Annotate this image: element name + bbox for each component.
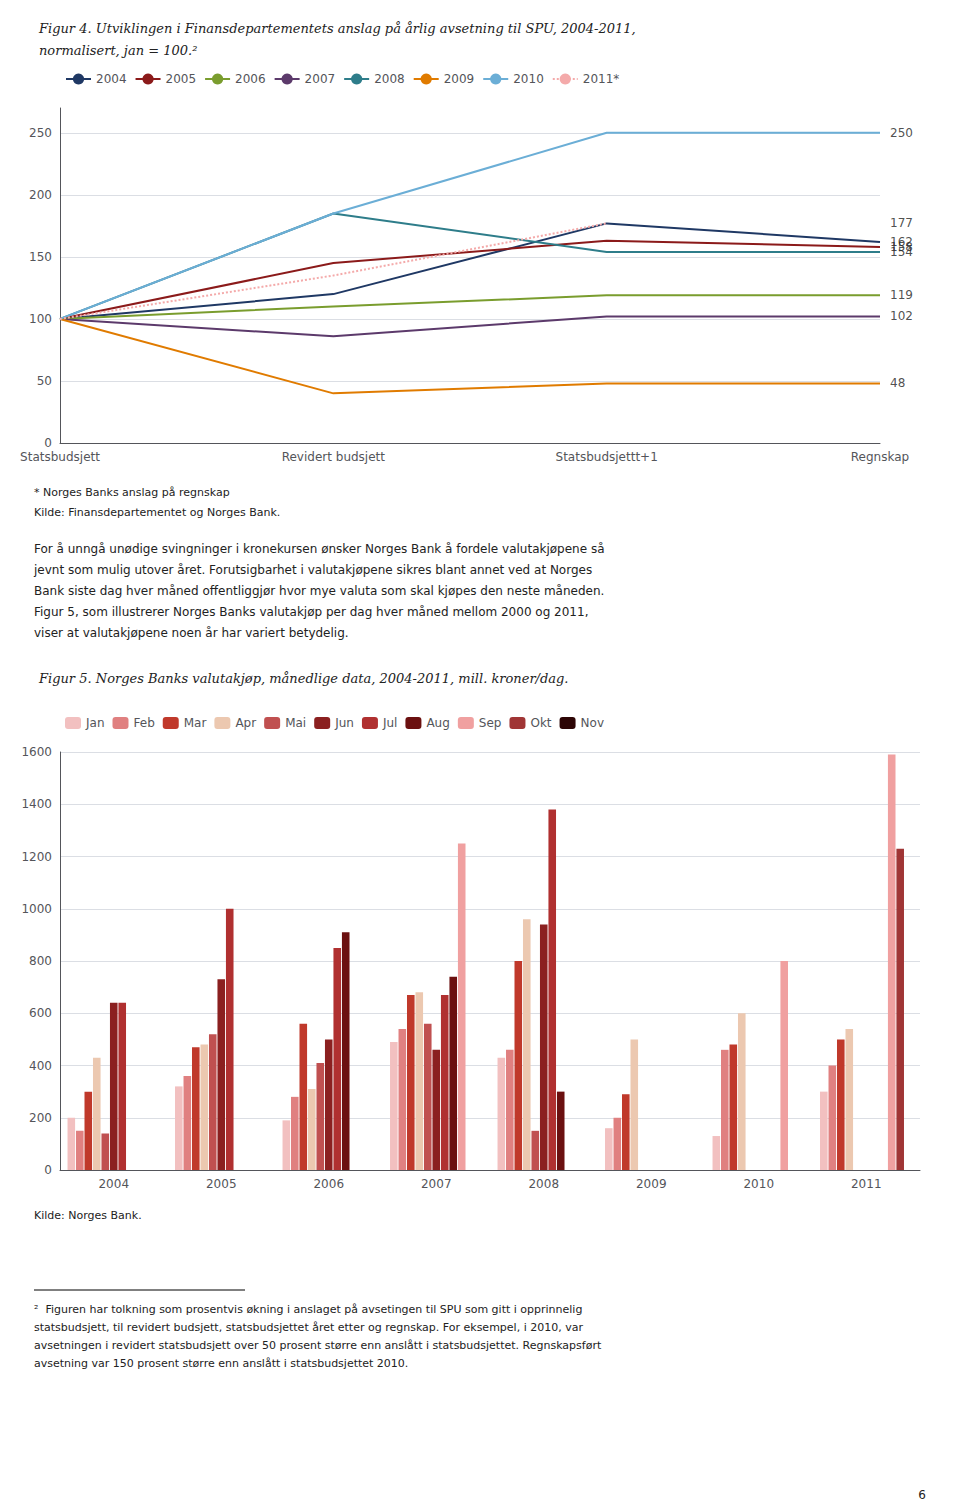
svg-text:600: 600 [29, 1006, 52, 1020]
svg-text:Figur 5, som illustrerer Norge: Figur 5, som illustrerer Norges Banks va… [34, 605, 588, 619]
svg-text:avsetningen i revidert statsbu: avsetningen i revidert statsbudsjett ove… [34, 1339, 602, 1352]
svg-text:Revidert budsjett: Revidert budsjett [282, 450, 386, 464]
svg-text:Jun: Jun [334, 716, 354, 730]
svg-text:2009: 2009 [444, 72, 475, 86]
svg-text:1000: 1000 [21, 902, 52, 916]
svg-text:Figur 5. Norges Banks valutakj: Figur 5. Norges Banks valutakjøp, månedl… [38, 671, 569, 686]
svg-text:jevnt som mulig utover året. F: jevnt som mulig utover året. Forutsigbar… [33, 563, 592, 577]
svg-text:Feb: Feb [133, 716, 154, 730]
svg-text:Okt: Okt [530, 716, 551, 730]
svg-text:2008: 2008 [528, 1177, 559, 1191]
svg-text:For å unngå unødige svingninge: For å unngå unødige svingninger i kronek… [34, 542, 605, 556]
svg-text:100: 100 [29, 312, 52, 326]
svg-text:2009: 2009 [636, 1177, 667, 1191]
svg-text:Kilde: Norges Bank.: Kilde: Norges Bank. [34, 1209, 142, 1222]
svg-text:250: 250 [29, 126, 52, 140]
svg-text:48: 48 [890, 376, 905, 390]
svg-text:viser at valutakjøpene noen år: viser at valutakjøpene noen år har varie… [34, 626, 349, 640]
svg-text:119: 119 [890, 288, 913, 302]
svg-text:177: 177 [890, 216, 913, 230]
svg-text:Nov: Nov [581, 716, 604, 730]
svg-text:150: 150 [29, 250, 52, 264]
svg-text:1600: 1600 [21, 745, 52, 759]
svg-text:2004: 2004 [98, 1177, 129, 1191]
svg-text:Statsbudsjettt+1: Statsbudsjettt+1 [556, 450, 658, 464]
svg-text:normalisert, jan = 100.²: normalisert, jan = 100.² [39, 43, 197, 58]
svg-text:2005: 2005 [206, 1177, 237, 1191]
svg-text:* Norges Banks anslag på regns: * Norges Banks anslag på regnskap [34, 486, 230, 499]
svg-text:2006: 2006 [235, 72, 266, 86]
svg-text:Aug: Aug [426, 716, 449, 730]
svg-text:Kilde: Finansdepartementet og: Kilde: Finansdepartementet og Norges Ban… [34, 506, 280, 519]
svg-text:² Figuren har tolkning som pr: ² Figuren har tolkning som prosentvis øk… [34, 1303, 582, 1316]
svg-text:2007: 2007 [421, 1177, 452, 1191]
svg-text:2008: 2008 [374, 72, 405, 86]
svg-text:6: 6 [918, 1488, 926, 1502]
svg-text:Regnskap: Regnskap [851, 450, 909, 464]
svg-text:250: 250 [890, 126, 913, 140]
svg-text:0: 0 [44, 1163, 52, 1177]
svg-text:200: 200 [29, 188, 52, 202]
svg-text:400: 400 [29, 1059, 52, 1073]
svg-text:Apr: Apr [235, 716, 256, 730]
svg-text:avsetning var 150 prosent stør: avsetning var 150 prosent større enn ans… [34, 1357, 408, 1370]
svg-text:200: 200 [29, 1111, 52, 1125]
svg-text:154: 154 [890, 245, 913, 259]
svg-text:Jul: Jul [382, 716, 397, 730]
svg-text:2006: 2006 [313, 1177, 344, 1191]
svg-text:1200: 1200 [21, 850, 52, 864]
svg-text:Mar: Mar [184, 716, 207, 730]
svg-text:Mai: Mai [285, 716, 306, 730]
svg-text:1400: 1400 [21, 797, 52, 811]
svg-text:statsbudsjett, til revidert bu: statsbudsjett, til revidert budsjett, st… [34, 1321, 583, 1334]
svg-text:102: 102 [890, 309, 913, 323]
svg-text:2011*: 2011* [583, 72, 620, 86]
svg-text:Statsbudsjett: Statsbudsjett [20, 450, 100, 464]
svg-text:0: 0 [44, 436, 52, 450]
svg-text:Bank siste dag hver måned offe: Bank siste dag hver måned offentliggjør … [34, 584, 604, 598]
svg-text:800: 800 [29, 954, 52, 968]
svg-text:2007: 2007 [305, 72, 336, 86]
svg-text:Jan: Jan [85, 716, 105, 730]
svg-text:2004: 2004 [96, 72, 127, 86]
svg-text:Figur 4. Utviklingen i Finansd: Figur 4. Utviklingen i Finansdepartement… [38, 21, 636, 36]
svg-text:2010: 2010 [743, 1177, 774, 1191]
svg-text:2011: 2011 [851, 1177, 882, 1191]
svg-text:2010: 2010 [513, 72, 544, 86]
svg-text:Sep: Sep [479, 716, 502, 730]
svg-text:50: 50 [37, 374, 52, 388]
svg-text:2005: 2005 [166, 72, 197, 86]
